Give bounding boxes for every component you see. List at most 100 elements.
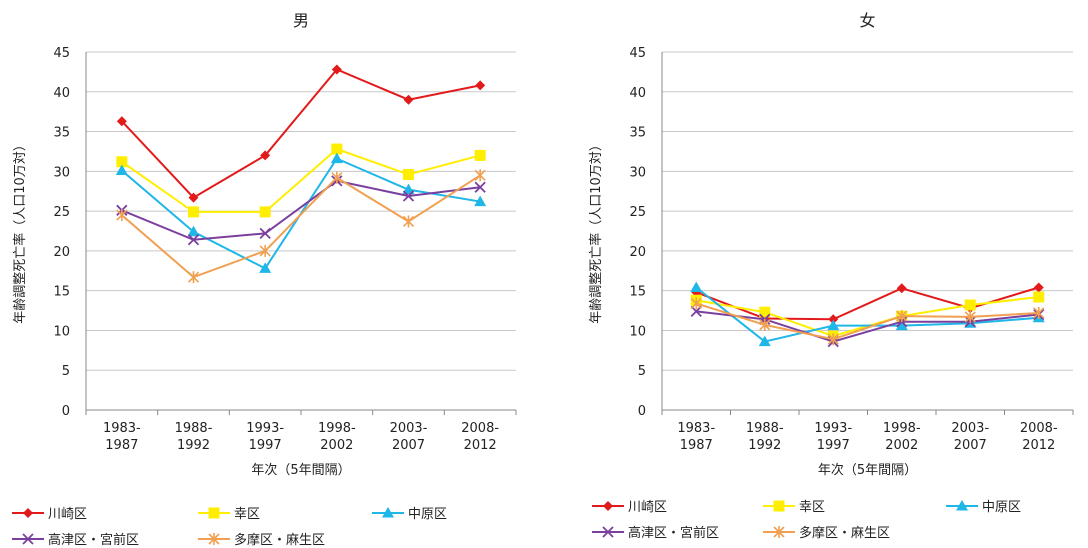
data-point — [474, 169, 486, 182]
legend-item: 幸区 — [763, 500, 825, 515]
y-tick-label: 45 — [53, 46, 70, 61]
y-axis-title: 年齢調整死亡率（人口10万対） — [12, 138, 28, 324]
y-tick-label: 20 — [53, 245, 70, 260]
data-point — [187, 225, 200, 237]
data-point — [331, 64, 342, 75]
data-point — [116, 116, 127, 127]
data-point — [690, 305, 702, 317]
legend-label: 中原区 — [982, 500, 1021, 515]
x-tick-label: 1993-1997 — [246, 421, 284, 453]
y-tick-label: 40 — [629, 86, 646, 101]
data-point — [403, 94, 414, 105]
legend-marker — [22, 533, 34, 545]
data-point — [330, 152, 343, 164]
y-tick-label: 15 — [53, 285, 70, 300]
legend-marker — [773, 500, 785, 512]
series-line — [695, 286, 1040, 321]
legend-label: 川崎区 — [628, 500, 667, 515]
series-4 — [690, 297, 1045, 346]
legend-label: 高津区・宮前区 — [48, 532, 139, 548]
data-point — [475, 80, 486, 91]
series-0 — [116, 64, 486, 203]
x-tick-label: 1983-1987 — [677, 421, 715, 453]
data-point — [1033, 291, 1045, 303]
series-line — [121, 179, 481, 241]
legend-item: 多摩区・麻生区 — [763, 525, 890, 541]
data-point — [1033, 282, 1044, 293]
legend-label: 幸区 — [799, 500, 825, 515]
x-tick-label: 1998-2002 — [318, 421, 356, 453]
x-tick-label: 2008-2012 — [1020, 421, 1058, 453]
legend-marker — [23, 508, 33, 518]
data-point — [331, 143, 343, 155]
y-tick-label: 5 — [62, 364, 70, 379]
y-axis-title: 年齢調整死亡率（人口10万対） — [588, 138, 604, 324]
x-tick-label: 2008-2012 — [461, 421, 499, 453]
data-point — [896, 310, 908, 323]
legend-marker — [208, 533, 220, 545]
legend-item: 中原区 — [372, 507, 447, 522]
x-tick-label: 2003-2007 — [390, 421, 428, 453]
data-point — [964, 310, 976, 323]
legend-item: 幸区 — [198, 507, 260, 522]
data-point — [259, 244, 271, 257]
legend-item: 川崎区 — [12, 507, 87, 522]
data-point — [188, 206, 199, 218]
series-3 — [116, 175, 486, 246]
series-line — [121, 174, 481, 279]
legend-label: 幸区 — [234, 507, 260, 522]
data-point — [260, 150, 271, 161]
data-point — [259, 262, 272, 273]
data-point — [896, 283, 907, 294]
legend-label: 多摩区・麻生区 — [234, 532, 325, 548]
y-tick-label: 30 — [629, 165, 646, 180]
series-line — [695, 286, 1039, 343]
data-point — [402, 215, 415, 228]
legend-label: 高津区・宮前区 — [628, 525, 719, 541]
y-tick-label: 10 — [53, 324, 70, 339]
data-point — [259, 227, 271, 240]
data-point — [895, 319, 908, 331]
data-point — [116, 209, 128, 222]
data-point — [690, 281, 703, 292]
series-line — [121, 68, 481, 199]
series-2 — [115, 152, 487, 273]
data-point — [474, 195, 487, 207]
series-1 — [116, 143, 486, 218]
x-tick-label: 1993-1997 — [814, 421, 852, 453]
y-tick-label: 10 — [629, 324, 646, 339]
chart-title: 女 — [859, 11, 875, 30]
legend-item: 川崎区 — [592, 500, 667, 515]
legend-marker — [208, 507, 220, 519]
y-tick-label: 30 — [53, 165, 70, 180]
legend-label: 川崎区 — [48, 507, 87, 522]
data-point — [402, 183, 415, 195]
data-point — [259, 206, 271, 218]
data-point — [402, 190, 415, 202]
x-axis-title: 年次（5年間隔） — [818, 462, 917, 478]
legend-marker — [382, 507, 394, 518]
y-tick-label: 35 — [629, 126, 646, 141]
data-point — [331, 171, 343, 184]
chart-title: 男 — [293, 11, 309, 30]
y-tick-label: 0 — [638, 404, 646, 419]
data-point — [474, 181, 486, 193]
data-point — [1033, 306, 1045, 319]
legend-label: 多摩区・麻生区 — [799, 525, 890, 541]
data-point — [827, 319, 840, 331]
legend-label: 中原区 — [408, 507, 447, 522]
data-point — [188, 192, 199, 203]
legend-marker — [956, 500, 968, 511]
legend-marker — [602, 526, 614, 538]
data-point — [115, 164, 128, 176]
chart-1: 女 0 5 10 15 20 25 30 35 40 45 1983-1987 1988-1992 199… — [588, 11, 1074, 541]
y-tick-label: 40 — [53, 86, 70, 101]
data-point — [116, 156, 128, 168]
data-point — [690, 297, 702, 310]
legend-marker — [603, 501, 613, 511]
legend-item: 高津区・宮前区 — [592, 525, 719, 541]
y-tick-label: 35 — [53, 126, 70, 141]
y-tick-label: 25 — [629, 205, 646, 220]
